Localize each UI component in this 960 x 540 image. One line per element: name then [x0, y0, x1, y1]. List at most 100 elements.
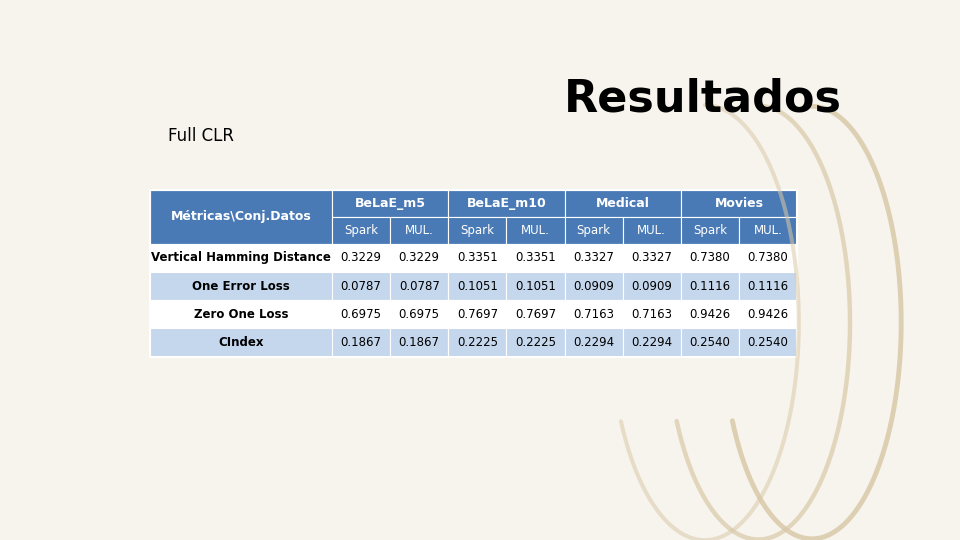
- Bar: [390, 328, 448, 357]
- Text: MUL.: MUL.: [754, 224, 782, 237]
- Bar: [681, 328, 739, 357]
- Bar: [623, 244, 681, 272]
- Text: Spark: Spark: [461, 224, 494, 237]
- Text: 0.7697: 0.7697: [515, 308, 556, 321]
- Text: 0.0909: 0.0909: [573, 280, 614, 293]
- Text: Resultados: Resultados: [564, 77, 842, 120]
- Text: 0.3229: 0.3229: [398, 251, 440, 264]
- Text: Spark: Spark: [693, 224, 727, 237]
- Bar: [681, 190, 797, 217]
- Bar: [390, 217, 448, 244]
- Bar: [739, 300, 797, 328]
- Text: 0.2225: 0.2225: [457, 336, 498, 349]
- Bar: [739, 272, 797, 300]
- Bar: [150, 244, 332, 272]
- Text: One Error Loss: One Error Loss: [192, 280, 290, 293]
- Text: 0.0787: 0.0787: [398, 280, 440, 293]
- Bar: [150, 190, 332, 244]
- Bar: [390, 244, 448, 272]
- Text: 0.1867: 0.1867: [341, 336, 382, 349]
- Text: 0.3327: 0.3327: [632, 251, 672, 264]
- Bar: [564, 190, 681, 217]
- Text: Zero One Loss: Zero One Loss: [194, 308, 288, 321]
- Bar: [739, 217, 797, 244]
- Text: Métricas\Conj.Datos: Métricas\Conj.Datos: [171, 210, 311, 223]
- Bar: [564, 328, 623, 357]
- Text: 0.7380: 0.7380: [748, 251, 788, 264]
- Text: 0.1051: 0.1051: [515, 280, 556, 293]
- Text: Medical: Medical: [596, 197, 650, 210]
- Bar: [448, 300, 507, 328]
- Bar: [448, 190, 564, 217]
- Text: 0.2294: 0.2294: [573, 336, 614, 349]
- Bar: [332, 190, 448, 217]
- Text: 0.3351: 0.3351: [457, 251, 497, 264]
- Bar: [623, 217, 681, 244]
- Text: Movies: Movies: [714, 197, 763, 210]
- Text: MUL.: MUL.: [521, 224, 550, 237]
- Text: 0.1051: 0.1051: [457, 280, 498, 293]
- Text: 0.7163: 0.7163: [573, 308, 614, 321]
- Bar: [390, 300, 448, 328]
- Bar: [150, 272, 332, 300]
- Bar: [448, 244, 507, 272]
- Text: Vertical Hamming Distance: Vertical Hamming Distance: [151, 251, 331, 264]
- Text: 0.3351: 0.3351: [516, 251, 556, 264]
- Text: 0.3229: 0.3229: [341, 251, 382, 264]
- Bar: [507, 328, 564, 357]
- Text: MUL.: MUL.: [637, 224, 666, 237]
- Text: Full CLR: Full CLR: [168, 127, 234, 145]
- Bar: [448, 328, 507, 357]
- Bar: [150, 300, 332, 328]
- Bar: [332, 244, 390, 272]
- Text: 0.0787: 0.0787: [341, 280, 381, 293]
- Text: 0.6975: 0.6975: [398, 308, 440, 321]
- Text: 0.9426: 0.9426: [748, 308, 788, 321]
- Bar: [332, 217, 390, 244]
- Text: 0.7380: 0.7380: [689, 251, 731, 264]
- Text: BeLaE_m10: BeLaE_m10: [467, 197, 546, 210]
- Bar: [448, 217, 507, 244]
- Bar: [150, 190, 797, 357]
- Bar: [390, 272, 448, 300]
- Bar: [507, 300, 564, 328]
- Bar: [623, 328, 681, 357]
- Bar: [332, 272, 390, 300]
- Text: 0.9426: 0.9426: [689, 308, 731, 321]
- Text: 0.7163: 0.7163: [632, 308, 672, 321]
- Text: CIndex: CIndex: [218, 336, 264, 349]
- Bar: [507, 272, 564, 300]
- Bar: [150, 328, 332, 357]
- Text: 0.6975: 0.6975: [341, 308, 382, 321]
- Bar: [739, 244, 797, 272]
- Text: Spark: Spark: [577, 224, 611, 237]
- Text: 0.2540: 0.2540: [689, 336, 731, 349]
- Bar: [623, 272, 681, 300]
- Bar: [681, 217, 739, 244]
- Bar: [332, 328, 390, 357]
- Text: 0.2294: 0.2294: [631, 336, 672, 349]
- Bar: [332, 300, 390, 328]
- Bar: [681, 300, 739, 328]
- Bar: [564, 217, 623, 244]
- Text: 0.7697: 0.7697: [457, 308, 498, 321]
- Bar: [507, 217, 564, 244]
- Text: 0.1116: 0.1116: [689, 280, 731, 293]
- Bar: [681, 244, 739, 272]
- Text: 0.3327: 0.3327: [573, 251, 614, 264]
- Bar: [507, 244, 564, 272]
- Text: 0.2540: 0.2540: [748, 336, 788, 349]
- Bar: [681, 272, 739, 300]
- Bar: [564, 272, 623, 300]
- Bar: [623, 300, 681, 328]
- Text: 0.1116: 0.1116: [748, 280, 788, 293]
- Bar: [564, 300, 623, 328]
- Bar: [739, 328, 797, 357]
- Text: 0.0909: 0.0909: [632, 280, 672, 293]
- Text: MUL.: MUL.: [405, 224, 434, 237]
- Bar: [564, 244, 623, 272]
- Text: 0.2225: 0.2225: [515, 336, 556, 349]
- Text: BeLaE_m5: BeLaE_m5: [354, 197, 425, 210]
- Text: 0.1867: 0.1867: [398, 336, 440, 349]
- Text: Spark: Spark: [344, 224, 378, 237]
